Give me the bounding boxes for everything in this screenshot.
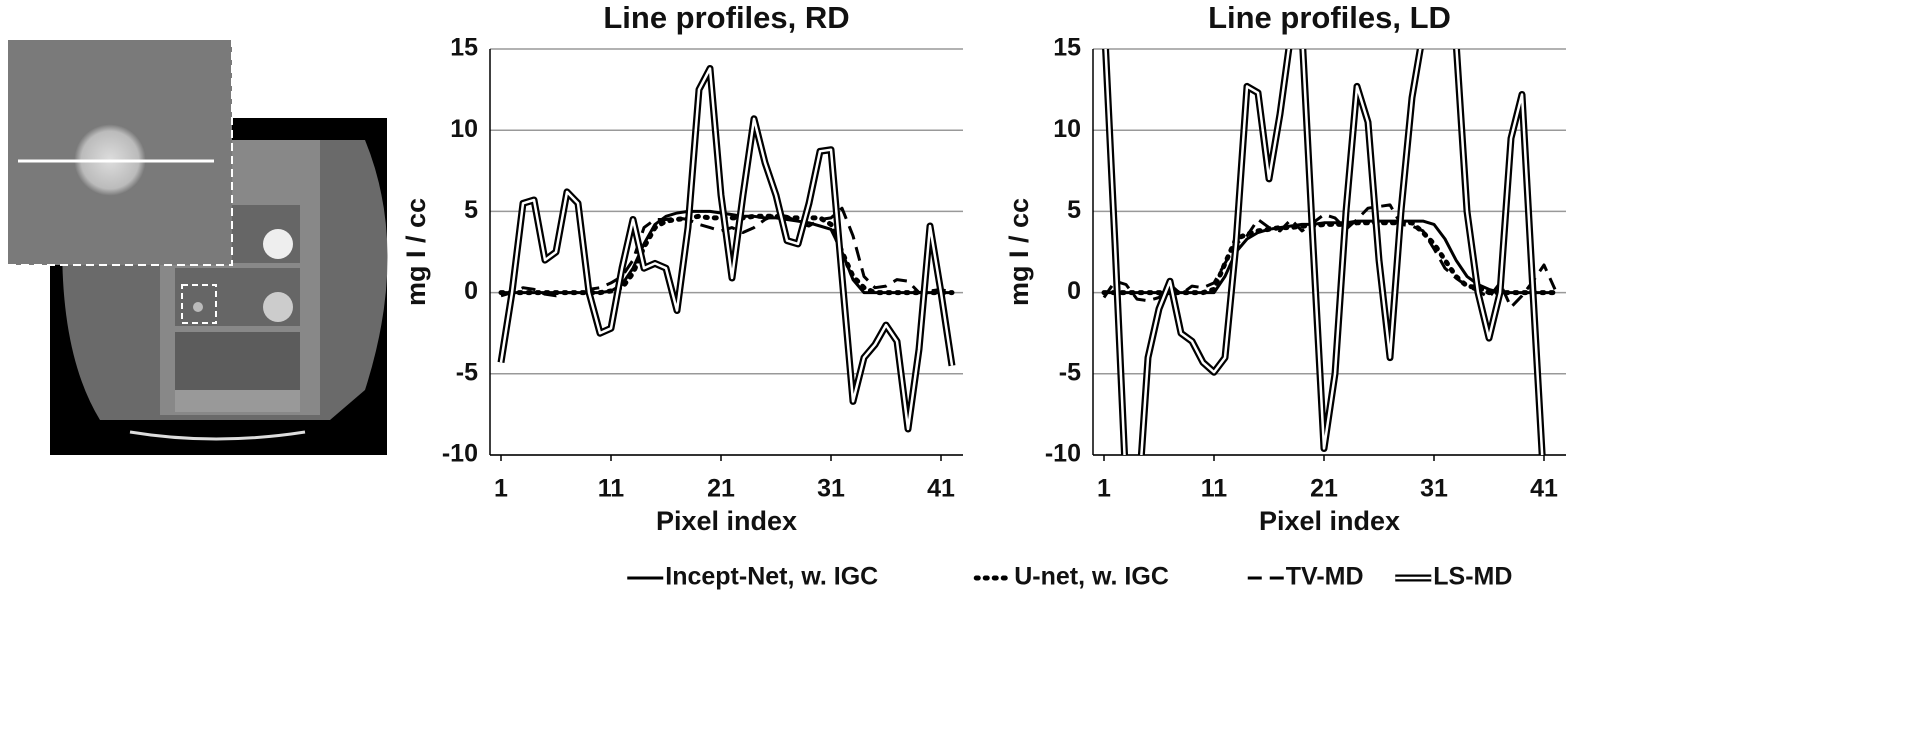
roi-box	[181, 284, 217, 324]
phantom-slot	[175, 332, 300, 390]
phantom-base	[175, 390, 300, 412]
x-tick-label: 1	[494, 475, 508, 503]
x-tick-label: 31	[1420, 475, 1448, 503]
y-tick-label: 5	[464, 196, 478, 224]
y-tick-label: 15	[1053, 34, 1081, 62]
x-tick-label: 21	[1310, 475, 1338, 503]
x-tick-label: 41	[1530, 475, 1558, 503]
line-inner	[1104, 49, 1544, 455]
y-tick-label: -5	[1059, 358, 1081, 386]
x-tick-label: 31	[817, 475, 845, 503]
x-tick-label: 11	[1201, 475, 1228, 503]
line	[497, 65, 956, 433]
chart-title: Line profiles, LD	[1208, 0, 1451, 35]
legend-label: Incept-Net, w. IGC	[665, 563, 878, 591]
y-axis-label: mg I / cc	[401, 198, 431, 306]
y-tick-label: 15	[450, 34, 478, 62]
rod	[263, 292, 293, 322]
legend-label: U-net, w. IGC	[1014, 563, 1169, 591]
plot-area	[497, 65, 956, 433]
rod	[193, 302, 203, 312]
rod	[263, 229, 293, 259]
line-inner	[499, 67, 954, 431]
x-axis-label: Pixel index	[656, 506, 797, 536]
plot-area	[1101, 49, 1558, 455]
y-tick-label: -10	[1045, 440, 1081, 468]
inset-border	[8, 40, 233, 266]
y-tick-label: 10	[450, 115, 478, 143]
x-axis-label: Pixel index	[1259, 506, 1400, 536]
phantom-image	[8, 40, 388, 455]
legend-label: TV-MD	[1286, 563, 1364, 591]
y-tick-label: 0	[464, 277, 478, 305]
table-line	[129, 430, 306, 441]
line	[1102, 49, 1546, 455]
y-tick-label: -10	[442, 440, 478, 468]
x-tick-label: 1	[1097, 475, 1111, 503]
y-tick-label: -5	[456, 358, 478, 386]
y-tick-label: 10	[1053, 115, 1081, 143]
x-tick-label: 11	[598, 475, 625, 503]
x-tick-label: 41	[927, 475, 955, 503]
y-tick-label: 5	[1067, 196, 1081, 224]
y-tick-label: 0	[1067, 277, 1081, 305]
chart-title: Line profiles, RD	[603, 0, 849, 35]
x-tick-label: 21	[707, 475, 735, 503]
y-axis-label: mg I / cc	[1004, 198, 1034, 306]
legend-label: LS-MD	[1433, 563, 1512, 591]
